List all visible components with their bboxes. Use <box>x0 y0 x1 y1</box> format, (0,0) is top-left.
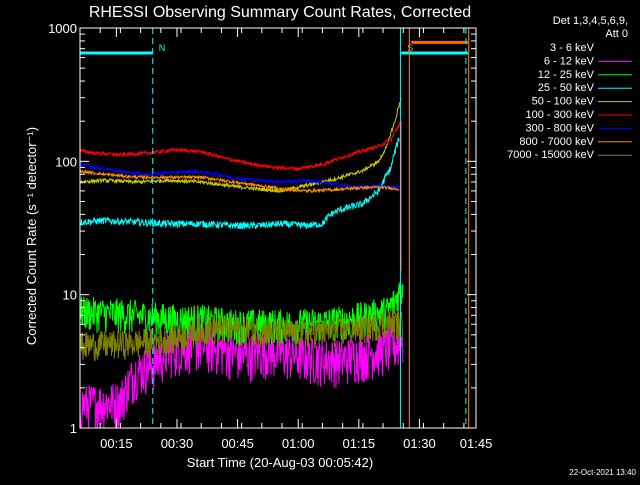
legend-attenuator: Att 0 <box>605 28 628 40</box>
legend-label-100-300-kev: 100 - 300 keV <box>526 109 595 121</box>
plot-frame <box>79 27 477 429</box>
legend-label-800-7000-kev: 800 - 7000 keV <box>519 136 594 148</box>
legend-label-6-12-kev: 6 - 12 keV <box>544 55 595 67</box>
x-tick-label: 00:30 <box>161 436 194 451</box>
x-tick-label: 01:30 <box>403 436 436 451</box>
legend-label-7000-15000-kev: 7000 - 15000 keV <box>507 149 595 161</box>
legend-label-3-6-kev: 3 - 6 keV <box>550 42 595 54</box>
series-300-800-kev <box>79 162 400 191</box>
y-tick-label: 1 <box>70 421 77 436</box>
generation-date: 22-Oct-2021 13:40 <box>569 468 636 477</box>
legend-detectors: Det 1,3,4,5,6,9, <box>553 15 628 27</box>
series-50-100-kev <box>79 97 402 194</box>
y-tick-label: 100 <box>55 154 77 169</box>
series-800-7000-kev <box>79 169 400 194</box>
series-25-50-kev <box>79 137 400 230</box>
y-axis-label: Corrected Count Rate (s⁻¹ detector⁻¹) <box>24 127 39 345</box>
x-tick-label: 00:15 <box>100 436 133 451</box>
legend-label-12-25-kev: 12 - 25 keV <box>538 69 595 81</box>
legend-label-50-100-kev: 50 - 100 keV <box>532 96 595 108</box>
series-7000-15000-kev <box>79 311 404 362</box>
y-tick-label: 10 <box>63 288 77 303</box>
flag-label-n: N <box>159 43 166 53</box>
x-tick-label: 01:00 <box>282 436 315 451</box>
chart-title: RHESSI Observing Summary Count Rates, Co… <box>89 4 471 21</box>
x-tick-label: 01:45 <box>460 436 493 451</box>
series-3-6-kev <box>79 350 404 430</box>
series-6-12-kev <box>79 325 404 429</box>
flag-label-s: S <box>407 43 413 53</box>
legend-label-25-50-kev: 25 - 50 keV <box>538 82 595 94</box>
series-100-300-kev <box>79 120 402 172</box>
y-tick-label: 1000 <box>48 21 77 36</box>
x-tick-label: 00:45 <box>221 436 254 451</box>
x-tick-label: 01:15 <box>343 436 376 451</box>
x-axis-label: Start Time (20-Aug-03 00:05:42) <box>187 455 373 470</box>
legend-label-300-800-kev: 300 - 800 keV <box>526 122 595 134</box>
